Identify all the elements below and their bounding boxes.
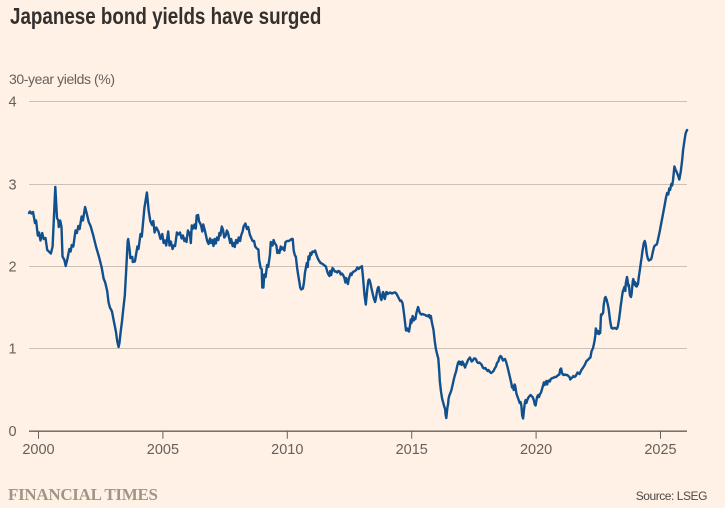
svg-text:4: 4	[9, 95, 17, 111]
svg-text:2005: 2005	[147, 442, 179, 458]
svg-text:3: 3	[9, 178, 17, 194]
svg-text:2000: 2000	[22, 442, 54, 458]
svg-text:2010: 2010	[271, 442, 303, 458]
svg-text:1: 1	[9, 342, 17, 358]
svg-text:2020: 2020	[520, 442, 552, 458]
svg-text:2025: 2025	[644, 442, 676, 458]
svg-text:0: 0	[9, 424, 17, 440]
svg-text:2: 2	[9, 260, 17, 276]
svg-text:2015: 2015	[396, 442, 428, 458]
